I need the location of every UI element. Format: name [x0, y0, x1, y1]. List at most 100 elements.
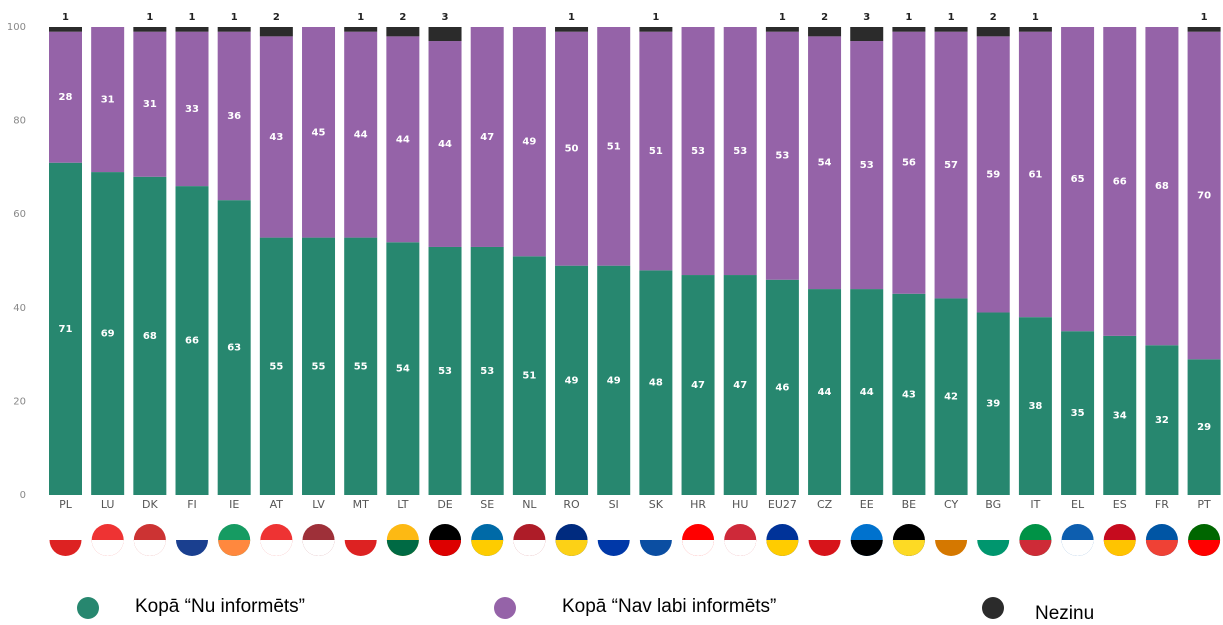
legend-label: Kopā “Nav labi informēts”	[562, 596, 776, 617]
bar-segment	[133, 27, 167, 32]
bar-segment	[723, 275, 757, 495]
y-tick-label: 100	[7, 22, 26, 33]
value-label: 44	[396, 134, 410, 145]
value-label: 53	[860, 160, 874, 171]
bar-segment	[934, 298, 968, 495]
value-label: 53	[480, 366, 494, 377]
value-label: 1	[905, 12, 912, 23]
value-label: 47	[480, 132, 494, 143]
value-label: 50	[565, 144, 579, 155]
value-label: 42	[944, 392, 958, 403]
value-label: 51	[607, 141, 621, 152]
x-tick-label: MT	[353, 498, 369, 511]
value-label: 49	[522, 137, 536, 148]
value-label: 1	[1032, 12, 1039, 23]
flag	[471, 540, 504, 556]
legend-marker	[77, 597, 99, 619]
x-tick-label: SI	[609, 498, 619, 511]
bar-segment	[850, 289, 884, 495]
value-label: 53	[691, 146, 705, 157]
bar-segment	[934, 31, 968, 299]
value-label: 1	[1201, 12, 1208, 23]
bar-segment	[1061, 27, 1095, 332]
value-label: 56	[902, 158, 916, 169]
value-label: 55	[354, 361, 368, 372]
value-label: 70	[1197, 190, 1211, 201]
x-tick-label: HR	[690, 498, 706, 511]
value-label: 63	[227, 343, 241, 354]
x-tick-label: PL	[59, 498, 73, 511]
value-label: 51	[522, 371, 536, 382]
value-label: 49	[565, 375, 579, 386]
legend-label: Nezinu	[1035, 603, 1094, 624]
bar-segment	[217, 200, 251, 495]
value-label: 1	[62, 12, 69, 23]
flag	[1103, 540, 1136, 556]
value-label: 55	[312, 361, 326, 372]
bar-segment	[386, 27, 420, 37]
value-label: 1	[568, 12, 575, 23]
bar-segment	[133, 31, 167, 177]
value-label: 66	[185, 336, 199, 347]
value-label: 2	[821, 12, 828, 23]
value-label: 54	[396, 364, 410, 375]
value-label: 2	[273, 12, 280, 23]
value-label: 66	[1113, 176, 1127, 187]
bar-segment	[91, 172, 125, 495]
flag	[808, 540, 841, 556]
bar-segment	[49, 31, 82, 163]
flag	[555, 540, 588, 556]
value-label: 53	[775, 151, 789, 162]
x-tick-label: PT	[1197, 498, 1211, 511]
flag	[386, 540, 419, 556]
value-label: 57	[944, 160, 958, 171]
flag	[429, 540, 462, 556]
flag	[597, 540, 630, 556]
bar-segment	[892, 293, 926, 495]
bar-segment	[217, 27, 251, 32]
x-tick-label: NL	[522, 498, 537, 511]
flag	[133, 540, 166, 556]
value-label: 33	[185, 104, 199, 115]
flag	[302, 540, 335, 556]
x-tick-label: EU27	[768, 498, 797, 511]
bar-segment	[302, 27, 336, 238]
bar-segment	[808, 27, 842, 37]
x-tick-label: LU	[101, 498, 115, 511]
value-label: 29	[1197, 422, 1211, 433]
flag	[766, 540, 799, 556]
value-label: 1	[146, 12, 153, 23]
bar-segment	[681, 275, 715, 495]
bar-segment	[259, 27, 293, 37]
bar-segment	[808, 289, 842, 495]
value-label: 49	[607, 375, 621, 386]
value-label: 71	[59, 324, 73, 335]
x-tick-label: AT	[270, 498, 284, 511]
bar-segment	[428, 246, 462, 495]
value-label: 36	[227, 111, 241, 122]
value-label: 61	[1028, 169, 1042, 180]
value-label: 51	[649, 146, 663, 157]
value-label: 32	[1155, 415, 1169, 426]
x-tick-label: DK	[142, 498, 158, 511]
bar-segment	[639, 270, 673, 495]
value-label: 47	[691, 380, 705, 391]
bar-segment	[344, 237, 378, 495]
flag	[218, 540, 251, 556]
x-tick-label: SE	[480, 498, 494, 511]
bar-segment	[49, 162, 82, 495]
bar-segment	[597, 27, 631, 266]
value-label: 53	[733, 146, 747, 157]
y-tick-label: 40	[13, 303, 26, 314]
bar-segment	[512, 256, 546, 495]
bar-segment	[681, 27, 715, 276]
flag	[682, 540, 715, 556]
bar-segment	[1061, 331, 1095, 495]
bar-segment	[1187, 359, 1221, 495]
bar-segment	[639, 27, 673, 32]
bar-segment	[1145, 345, 1179, 495]
value-label: 68	[143, 331, 157, 342]
bar-segment	[723, 27, 757, 276]
bar-segment	[555, 27, 589, 32]
